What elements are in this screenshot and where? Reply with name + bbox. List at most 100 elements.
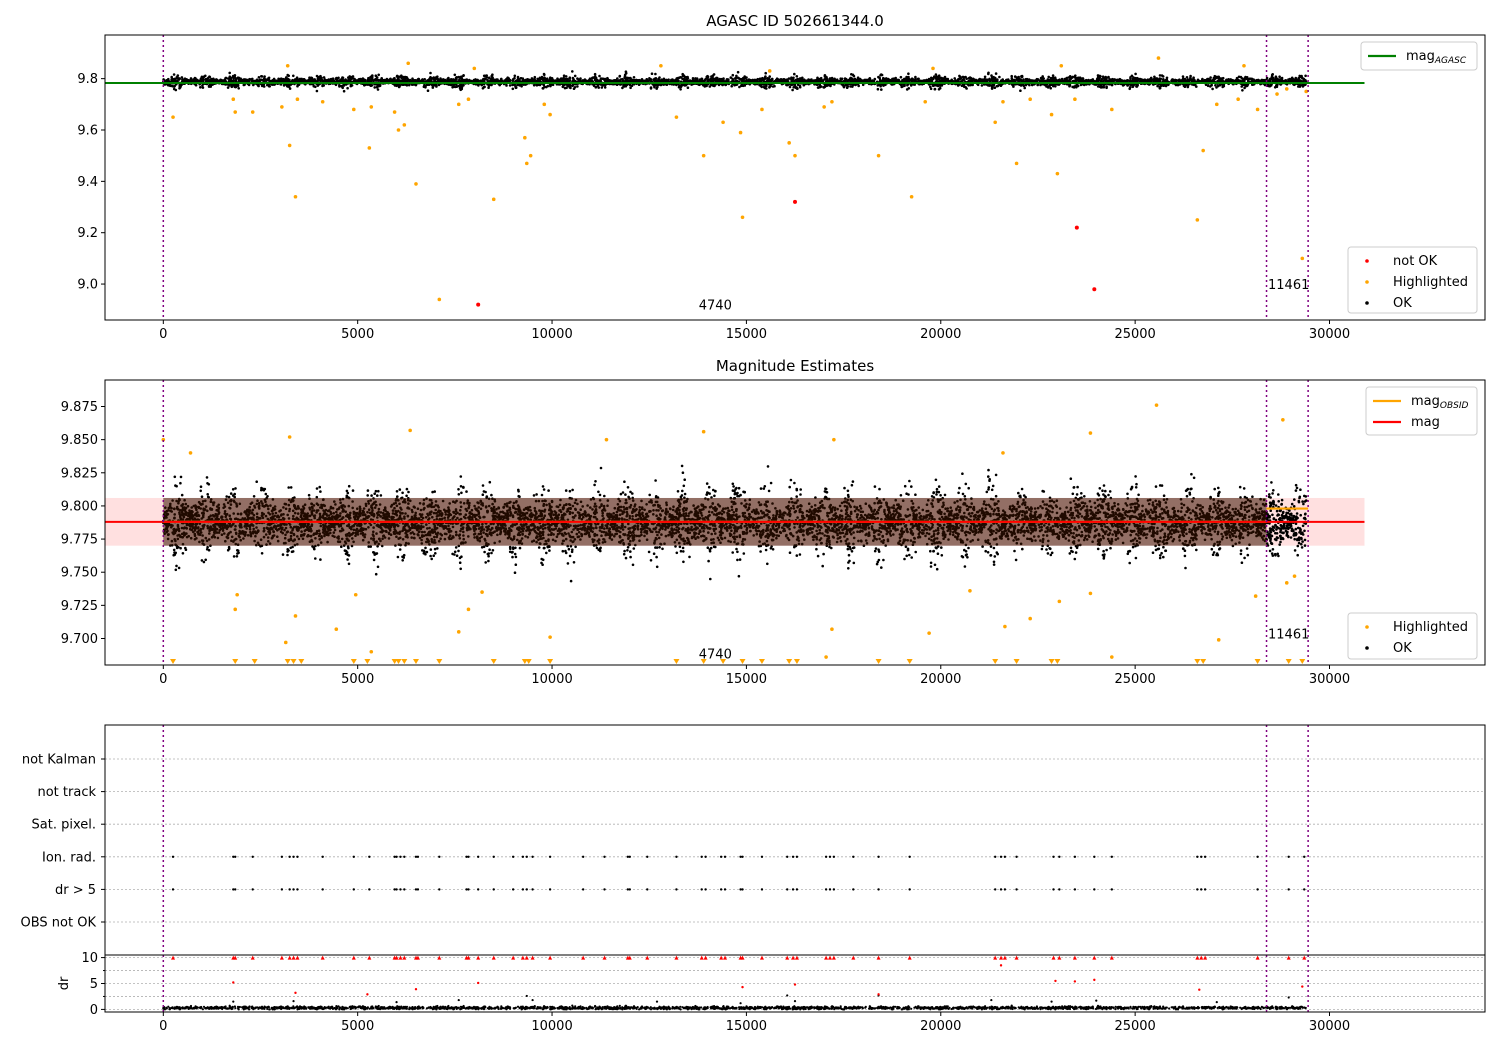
ok-point [939,76,942,80]
ok-point [518,84,521,87]
ok-point [627,76,631,80]
ok-point [563,86,567,90]
ok-point [199,77,203,80]
ok-point [491,73,494,76]
ok-point [1214,84,1217,87]
ok-point [681,77,684,81]
ok-point [603,77,607,81]
ok-point [549,84,552,88]
ok-point [1185,79,1189,82]
ok-point [480,79,483,82]
ok-point [178,77,181,80]
ok-point [621,86,624,90]
ok-point [426,89,430,92]
ok-point [980,84,984,87]
ok-point [1118,77,1122,81]
ok-point [1158,74,1162,77]
ok-point [230,85,234,89]
ok-point [765,83,768,86]
ok-point [564,75,568,78]
ok-point [730,84,733,88]
ok-point [173,84,176,88]
ok-point [675,83,678,87]
ok-point [543,73,546,77]
ok-point [1274,75,1278,78]
ok-point [1302,79,1306,82]
ok-point [1240,85,1243,88]
ok-point [322,84,326,87]
ok-point [653,79,656,83]
ok-point [819,85,823,88]
ok-point [749,79,753,82]
ok-point [274,79,278,83]
ok-point [820,79,823,83]
ok-point [192,78,196,81]
ok-point [1200,78,1204,82]
ok-point [286,73,290,77]
ok-point [1054,78,1058,81]
ok-point [341,86,345,90]
ok-point [992,75,995,79]
ok-point [549,78,553,81]
ok-point [455,77,458,81]
ok-point [983,75,987,79]
ok-point [844,78,848,82]
ok-point [351,75,354,79]
ok-point [236,84,240,87]
ok-point [511,87,515,91]
ok-point [233,74,237,77]
ok-point [291,79,295,83]
ok-point [767,79,770,83]
ok-point [258,79,262,82]
ok-point [793,72,796,76]
ok-point [693,79,696,83]
ok-point [341,76,344,79]
ok-point [1035,79,1039,83]
ok-point [593,72,597,76]
ok-point [1116,78,1119,82]
ok-point [868,77,872,81]
ok-point [458,87,462,90]
ok-point [457,84,461,88]
ok-point [1071,76,1074,79]
ok-point [849,79,853,82]
ok-point [686,86,690,89]
ok-point [1128,86,1132,89]
ok-point [1030,79,1033,82]
ok-point [1129,79,1132,83]
ok-point [815,83,819,86]
ok-point [1152,78,1155,81]
ok-point [529,78,533,82]
chart-title: AGASC ID 502661344.0 [706,12,884,30]
ok-point [769,84,772,88]
ok-point [1263,83,1267,87]
ok-point [745,76,748,79]
plot-area-0 [105,35,1365,320]
ok-point [791,88,794,92]
ok-point [1164,79,1168,82]
ok-point [1039,76,1043,80]
ok-point [1209,76,1212,79]
ok-point [741,84,745,88]
ok-point [600,86,604,89]
ok-point [1243,86,1246,90]
ok-point [353,77,356,81]
ok-point [736,70,740,74]
ok-point [990,86,994,89]
ok-point [1134,72,1137,76]
ok-point [490,83,493,87]
ok-point [226,86,230,89]
ok-point [228,77,231,81]
ok-point [1010,74,1013,78]
ok-point [563,78,567,82]
ok-point [959,75,962,79]
ok-point [202,78,205,81]
ok-point [901,79,904,82]
ok-point [287,83,291,86]
ok-point [500,77,503,81]
ok-point [487,86,490,89]
ok-point [1071,80,1074,83]
ok-point [756,77,760,81]
ok-point [1158,86,1162,90]
ok-point [965,77,968,80]
